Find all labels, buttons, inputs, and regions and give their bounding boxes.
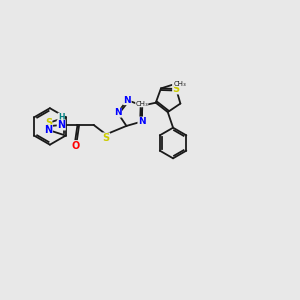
Text: N: N	[138, 117, 146, 126]
Text: N: N	[124, 96, 131, 105]
Text: S: S	[103, 133, 110, 143]
Text: N: N	[57, 120, 65, 130]
Text: CH₃: CH₃	[135, 101, 148, 107]
Text: S: S	[172, 84, 180, 94]
Text: H: H	[58, 113, 64, 122]
Text: N: N	[44, 125, 52, 135]
Text: O: O	[71, 141, 79, 151]
Text: CH₃: CH₃	[174, 81, 187, 87]
Text: S: S	[45, 118, 52, 128]
Text: N: N	[114, 108, 122, 117]
